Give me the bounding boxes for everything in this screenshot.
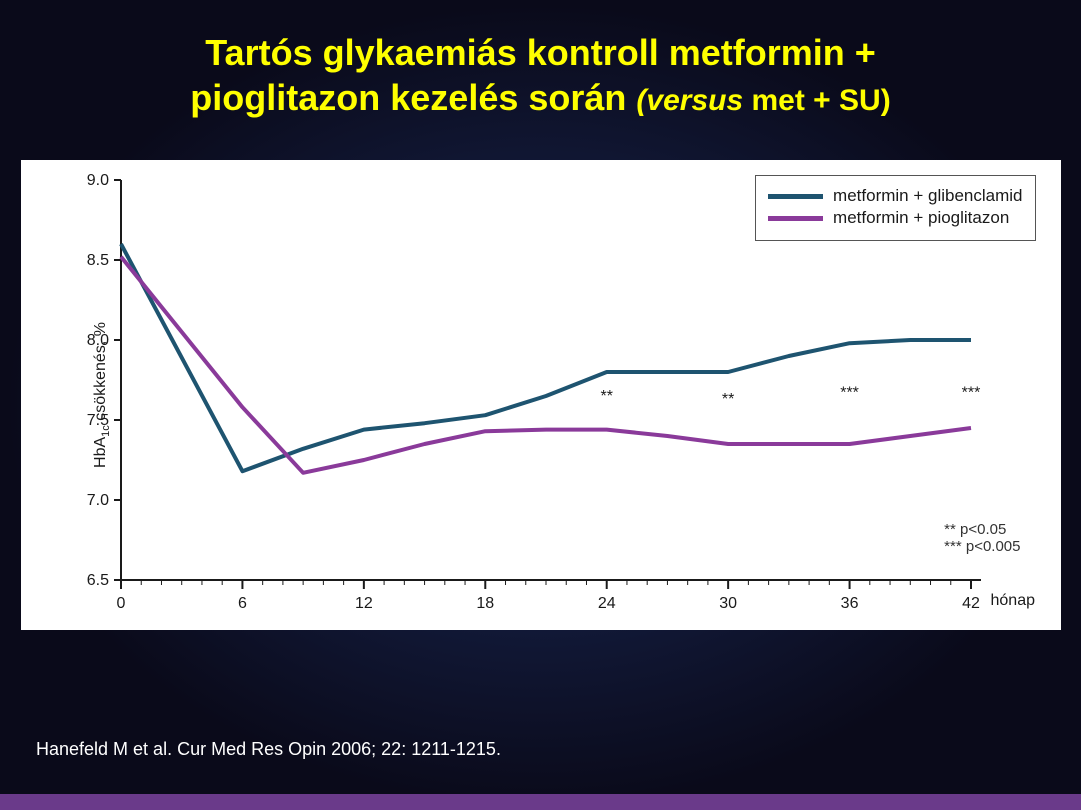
footer-bar — [0, 794, 1081, 810]
legend-swatch — [768, 216, 823, 221]
series-line — [121, 244, 971, 471]
y-tick-label: 7.0 — [86, 492, 108, 509]
x-tick-label: 6 — [237, 595, 246, 612]
significance-note: *** p<0.005 — [944, 538, 1020, 555]
slide-title: Tartós glykaemiás kontroll metformin + p… — [0, 0, 1081, 140]
y-tick-label: 8.5 — [86, 252, 108, 269]
legend-row: metformin + pioglitazon — [768, 208, 1022, 228]
citation: Hanefeld M et al. Cur Med Res Opin 2006;… — [36, 739, 501, 760]
y-tick-label: 9.0 — [86, 172, 108, 189]
significance-legend: ** p<0.05*** p<0.005 — [944, 521, 1020, 555]
legend-label: metformin + pioglitazon — [833, 208, 1009, 228]
x-tick-label: 30 — [719, 595, 737, 612]
x-tick-label: 12 — [354, 595, 372, 612]
title-line-2a: pioglitazon kezelés során — [190, 77, 636, 118]
significance-marker: *** — [840, 385, 859, 402]
title-line-1: Tartós glykaemiás kontroll metformin + — [205, 32, 876, 73]
chart-panel: 6.57.07.58.08.59.006121824303642********… — [21, 160, 1061, 630]
y-axis-label: HbA1c csökkenés, % — [91, 322, 111, 468]
significance-marker: *** — [961, 385, 980, 402]
x-axis-label: hónap — [991, 592, 1036, 610]
x-tick-label: 24 — [597, 595, 615, 612]
title-line-2c: met + SU) — [743, 84, 891, 117]
significance-marker: ** — [721, 391, 733, 408]
legend-swatch — [768, 194, 823, 199]
legend-label: metformin + glibenclamid — [833, 186, 1022, 206]
legend: metformin + glibenclamidmetformin + piog… — [755, 175, 1035, 241]
y-tick-label: 6.5 — [86, 572, 108, 589]
x-tick-label: 0 — [116, 595, 125, 612]
legend-row: metformin + glibenclamid — [768, 186, 1022, 206]
title-line-2b: (versus — [636, 84, 743, 117]
significance-marker: ** — [600, 388, 612, 405]
x-tick-label: 18 — [476, 595, 494, 612]
significance-note: ** p<0.05 — [944, 521, 1020, 538]
x-tick-label: 42 — [962, 595, 980, 612]
series-line — [121, 257, 971, 473]
x-tick-label: 36 — [840, 595, 858, 612]
